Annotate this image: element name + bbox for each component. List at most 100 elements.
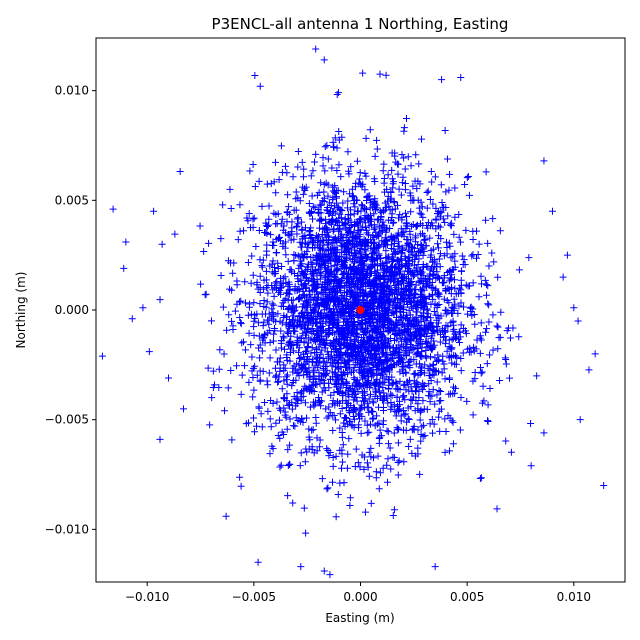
data-point <box>436 250 444 258</box>
data-point <box>414 349 422 357</box>
data-point <box>303 274 311 282</box>
data-point <box>338 249 346 257</box>
data-point <box>361 403 369 411</box>
data-point <box>394 471 402 479</box>
data-point <box>341 339 349 347</box>
data-point <box>390 454 398 462</box>
data-point <box>384 440 392 448</box>
data-point <box>450 230 458 238</box>
data-point <box>268 300 276 308</box>
data-point <box>270 292 278 300</box>
data-point <box>355 382 363 390</box>
data-point <box>340 414 348 422</box>
data-point <box>591 350 599 358</box>
x-axis: −0.010 −0.005 0.000 0.005 0.010 <box>125 582 591 604</box>
data-point <box>540 429 548 437</box>
data-point <box>313 191 321 199</box>
data-point <box>484 239 492 247</box>
data-point <box>442 238 450 246</box>
data-point <box>296 261 304 269</box>
data-point <box>488 249 496 257</box>
data-point <box>362 381 370 389</box>
data-point <box>324 310 332 318</box>
data-point <box>303 344 311 352</box>
data-point <box>361 362 369 370</box>
data-point <box>286 337 294 345</box>
data-point <box>371 392 379 400</box>
y-tick-label: 0.000 <box>55 303 89 317</box>
data-point <box>336 389 344 397</box>
data-point <box>333 199 341 207</box>
data-point <box>349 192 357 200</box>
data-point <box>278 168 286 176</box>
data-point <box>276 434 284 442</box>
data-point <box>417 406 425 414</box>
data-point <box>411 370 419 378</box>
data-point <box>356 230 364 238</box>
data-point <box>442 188 450 196</box>
data-point <box>422 323 430 331</box>
data-point <box>330 270 338 278</box>
data-point <box>485 318 493 326</box>
data-point <box>359 257 367 265</box>
data-point <box>299 173 307 181</box>
data-point <box>336 479 344 487</box>
data-point <box>316 244 324 252</box>
data-point <box>262 267 270 275</box>
data-point <box>283 425 291 433</box>
data-point <box>344 390 352 398</box>
data-point <box>349 408 357 416</box>
data-point <box>287 341 295 349</box>
data-point <box>422 317 430 325</box>
data-point <box>398 337 406 345</box>
data-point <box>314 234 322 242</box>
data-point <box>330 277 338 285</box>
data-point <box>353 234 361 242</box>
data-point <box>274 377 282 385</box>
data-point <box>417 431 425 439</box>
data-point <box>423 343 431 351</box>
data-point <box>448 336 456 344</box>
data-point <box>348 350 356 358</box>
data-point <box>380 174 388 182</box>
data-point <box>437 181 445 189</box>
data-point <box>332 416 340 424</box>
data-point <box>496 227 504 235</box>
data-point <box>458 252 466 260</box>
data-point <box>337 173 345 181</box>
data-point <box>383 349 391 357</box>
data-point <box>404 246 412 254</box>
data-point <box>427 377 435 385</box>
data-point <box>420 321 428 329</box>
data-point <box>427 300 435 308</box>
data-point <box>332 235 340 243</box>
data-point <box>299 329 307 337</box>
data-point <box>329 138 337 146</box>
data-point <box>295 264 303 272</box>
data-point <box>387 390 395 398</box>
data-point <box>361 325 369 333</box>
data-point <box>387 351 395 359</box>
data-point <box>442 428 450 436</box>
data-point <box>280 377 288 385</box>
data-point <box>482 328 490 336</box>
data-point <box>445 186 453 194</box>
data-point <box>383 259 391 267</box>
data-point <box>294 252 302 260</box>
data-point <box>489 215 497 223</box>
data-point <box>329 249 337 257</box>
data-point <box>383 427 391 435</box>
data-point <box>298 218 306 226</box>
data-point <box>329 194 337 202</box>
data-point <box>366 265 374 273</box>
data-point <box>304 368 312 376</box>
data-point <box>309 215 317 223</box>
data-point <box>386 344 394 352</box>
data-point <box>363 270 371 278</box>
data-point <box>350 404 358 412</box>
data-point <box>264 316 272 324</box>
data-point <box>350 415 358 423</box>
data-point <box>383 265 391 273</box>
data-point <box>379 417 387 425</box>
data-point <box>396 386 404 394</box>
